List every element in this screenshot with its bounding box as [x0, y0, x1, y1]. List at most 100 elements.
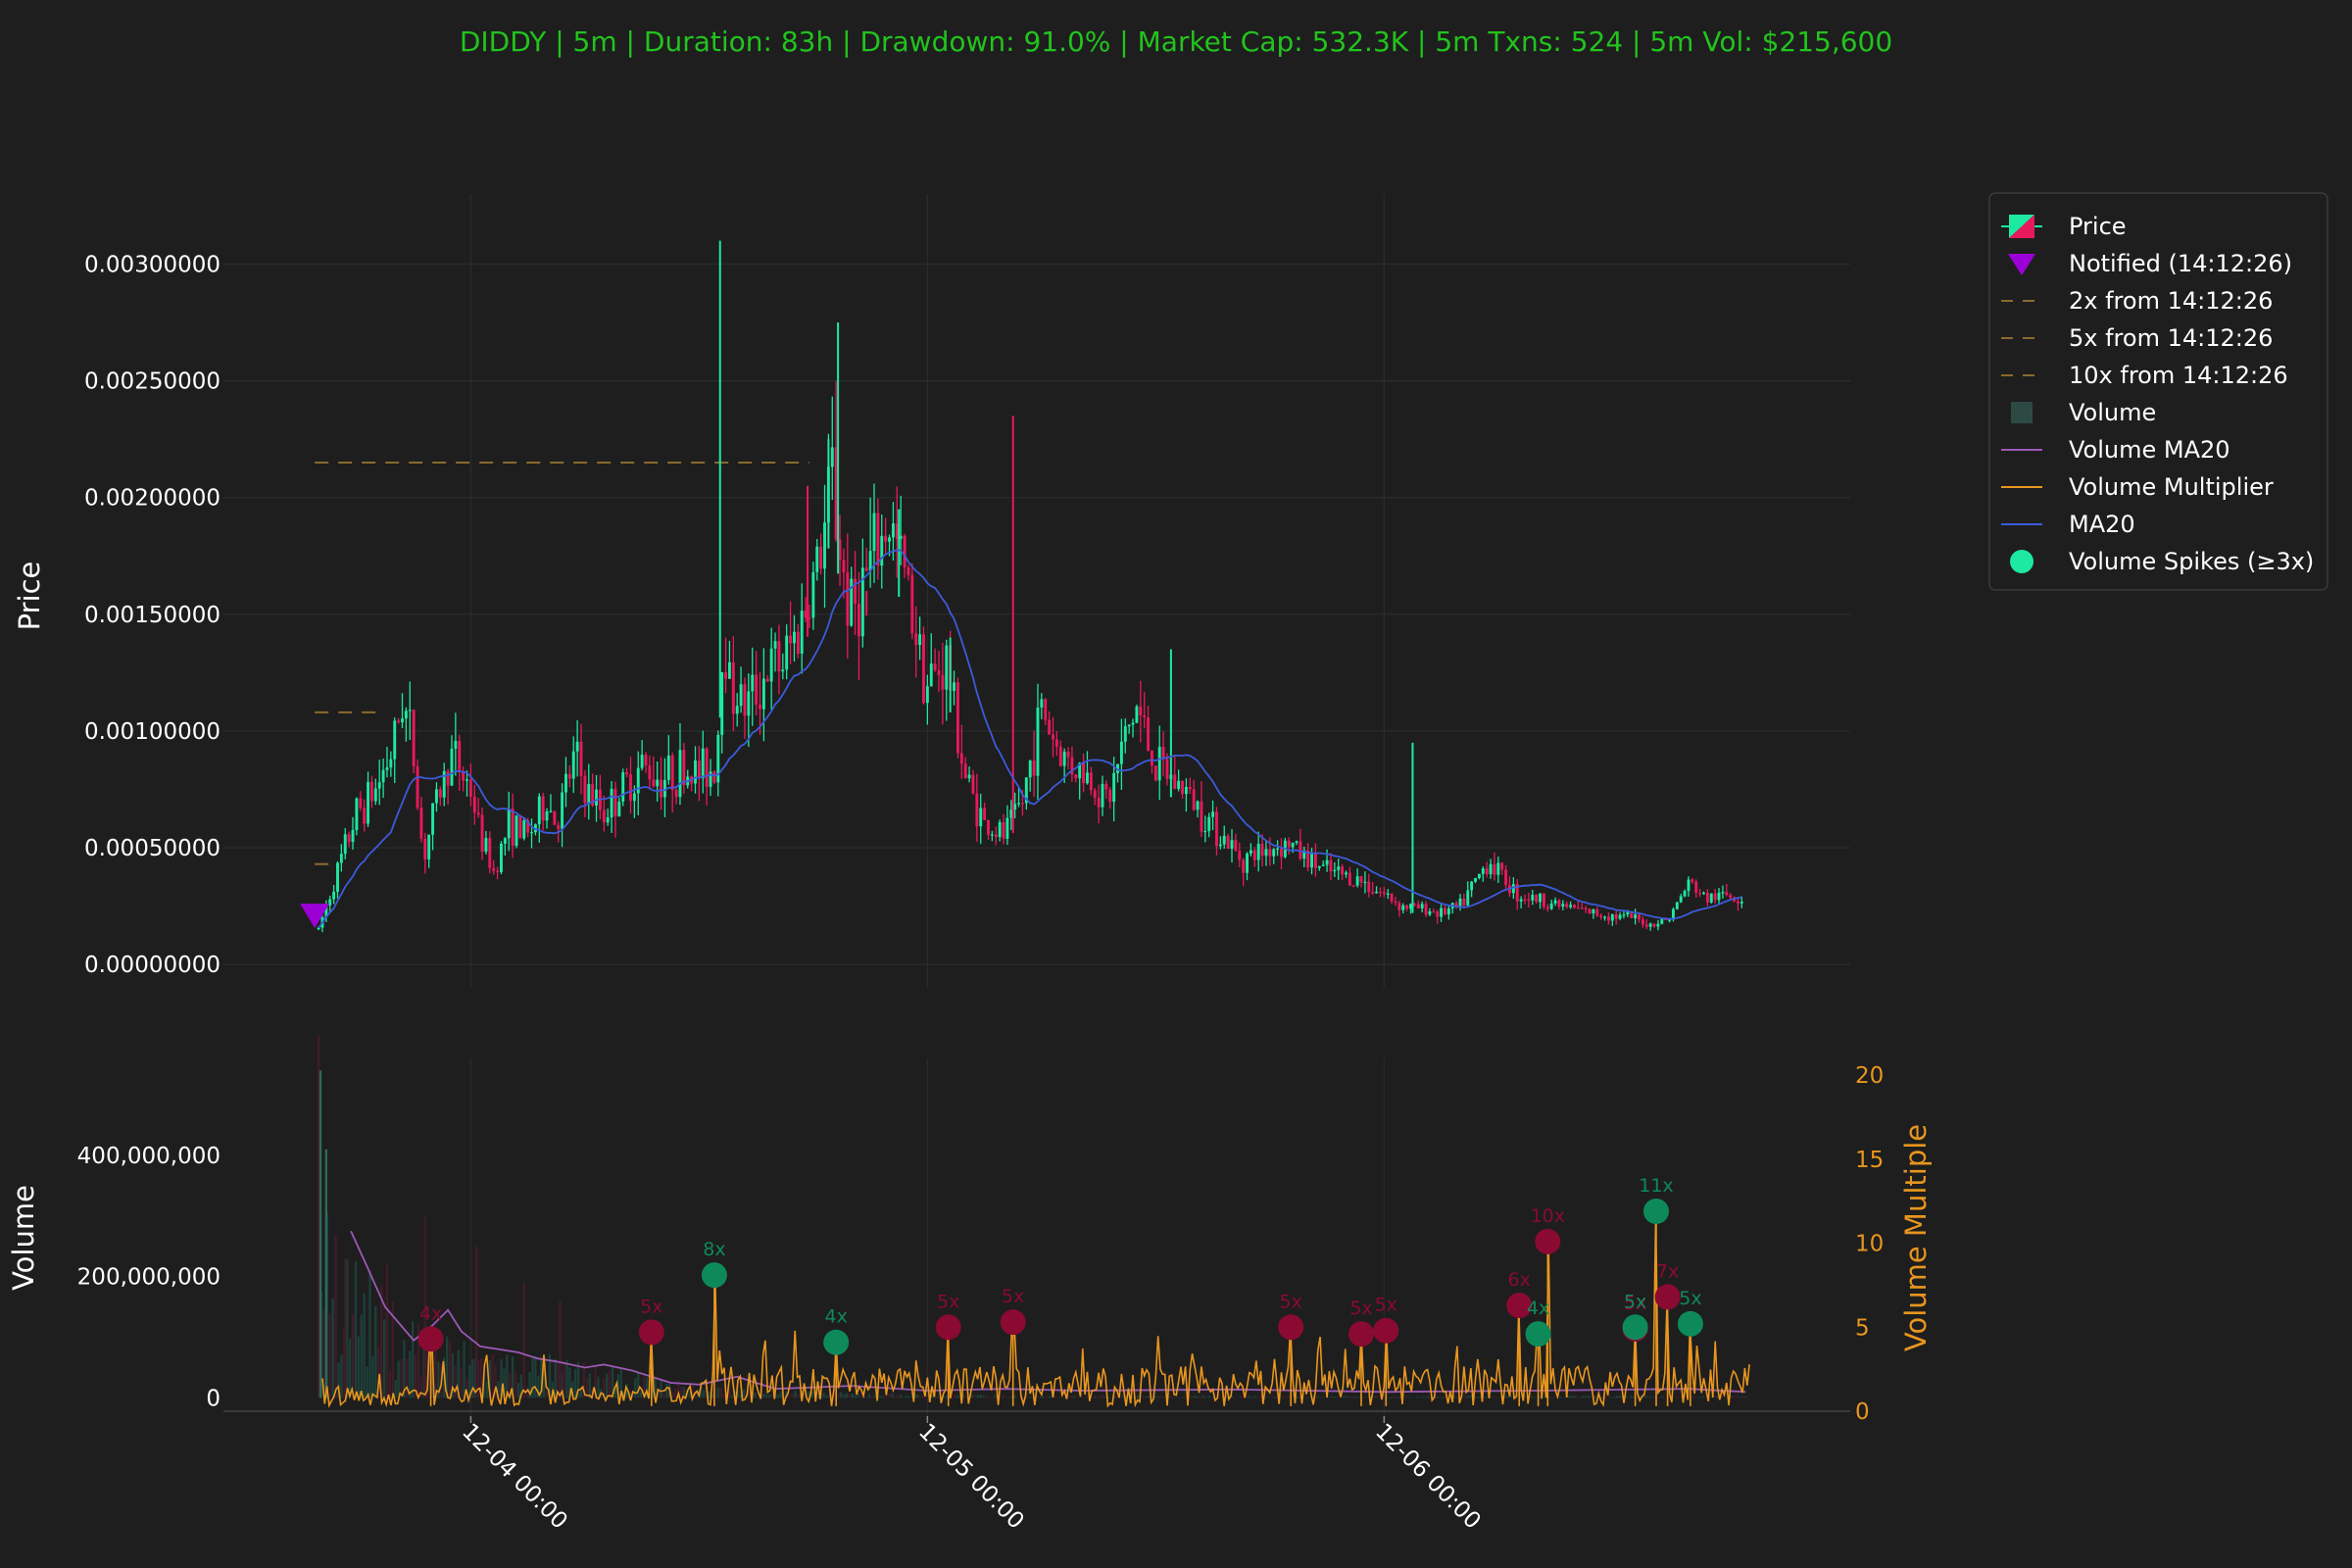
- volume-bar: [948, 1396, 951, 1398]
- candle-body: [438, 789, 442, 798]
- volume-bar: [857, 1394, 859, 1398]
- price-plot-area: [223, 194, 1850, 988]
- candle-body: [1652, 923, 1656, 927]
- volume-bar: [588, 1373, 591, 1398]
- candle-body: [476, 812, 480, 815]
- volume-bar: [1028, 1396, 1031, 1398]
- volume-spike-up: [823, 1329, 850, 1355]
- candle-body: [1310, 854, 1314, 868]
- price-y-tick: 0.00200000: [84, 486, 220, 512]
- candle-body: [1337, 866, 1341, 870]
- candle-body: [1690, 879, 1694, 882]
- candle-body: [401, 718, 404, 723]
- candle-body: [1553, 900, 1557, 904]
- candle-body: [1062, 752, 1066, 766]
- candle-body: [891, 523, 895, 538]
- volume-spike-label: 4x: [1527, 1298, 1549, 1319]
- candle-body: [377, 782, 381, 789]
- candle-body: [1527, 900, 1531, 902]
- candle-body: [808, 617, 811, 619]
- price-axis-label: Price: [13, 562, 46, 631]
- volume-bar: [1170, 1396, 1174, 1398]
- volume-bar: [1692, 1396, 1695, 1398]
- volume-bar: [1116, 1395, 1119, 1398]
- candle-body: [419, 808, 423, 839]
- volume-bar-peak: [385, 1264, 389, 1398]
- volume-bar: [1142, 1396, 1145, 1398]
- volume-bar: [1350, 1396, 1353, 1398]
- volume-bar: [379, 1285, 383, 1398]
- candle-body: [1630, 911, 1634, 919]
- candle-body: [1302, 850, 1306, 859]
- volume-bar: [1570, 1396, 1573, 1398]
- candle-body: [1702, 892, 1705, 895]
- volume-bar: [519, 1374, 523, 1398]
- candle-body: [1436, 911, 1440, 917]
- volume-bar: [1518, 1396, 1522, 1398]
- volume-bar: [1664, 1396, 1667, 1398]
- candle-body: [1351, 885, 1355, 887]
- candle-body: [868, 551, 872, 571]
- candle-body: [834, 447, 838, 540]
- candle-body: [1580, 907, 1584, 909]
- volume-bar: [1710, 1396, 1713, 1398]
- candle-body: [1535, 895, 1539, 903]
- candle-body: [423, 838, 427, 860]
- volume-spike-label: 6x: [1508, 1269, 1531, 1291]
- volume-bar: [1099, 1396, 1102, 1398]
- candle-body: [1005, 817, 1009, 839]
- candle-body: [1256, 844, 1260, 860]
- volume-bar: [419, 1376, 423, 1398]
- volume-bar: [1695, 1396, 1698, 1398]
- candle-body: [1280, 848, 1283, 858]
- volume-spike-label: 5x: [1624, 1291, 1646, 1312]
- volume-spike-down: [1654, 1284, 1681, 1310]
- volume-bar: [716, 1387, 719, 1398]
- volume-bar: [1336, 1396, 1339, 1398]
- candle-body: [1151, 750, 1153, 766]
- candle-body: [1424, 904, 1428, 915]
- volume-bar: [748, 1391, 751, 1398]
- volume-bar: [1561, 1396, 1564, 1398]
- volume-bar: [1030, 1396, 1034, 1398]
- volume-bar: [1733, 1396, 1736, 1398]
- candle-body: [925, 686, 929, 704]
- volume-bar: [1073, 1396, 1076, 1398]
- volume-bar: [451, 1353, 455, 1398]
- volume-bar: [976, 1395, 979, 1398]
- candle-body: [503, 838, 507, 844]
- volume-bar: [454, 1366, 458, 1398]
- volume-bar: [654, 1377, 657, 1398]
- candle-body: [1511, 884, 1515, 894]
- volume-bar: [582, 1361, 586, 1398]
- candle-body: [1477, 873, 1481, 879]
- volume-bar: [1159, 1396, 1162, 1398]
- volume-bar: [776, 1395, 780, 1398]
- candle-body: [621, 772, 625, 802]
- volume-bar: [1201, 1396, 1205, 1398]
- volume-bar: [710, 1394, 714, 1398]
- volume-bar: [585, 1377, 588, 1398]
- volume-spike-label: 4x: [824, 1306, 847, 1328]
- candle-body: [1200, 801, 1203, 832]
- volume-bar: [1698, 1396, 1701, 1398]
- candle-body: [514, 815, 518, 847]
- volume-bar: [662, 1393, 665, 1398]
- candle-body: [1165, 759, 1169, 779]
- volume-bar: [851, 1393, 854, 1398]
- volume-bar: [1604, 1396, 1607, 1398]
- candle-body: [739, 684, 743, 707]
- candles: [317, 240, 1743, 933]
- candle-body: [427, 834, 431, 860]
- candle-body: [994, 834, 998, 838]
- volume-bar: [400, 1358, 403, 1398]
- volume-bar: [703, 1390, 706, 1398]
- candle-body: [858, 603, 860, 637]
- volume-bar: [360, 1314, 363, 1398]
- volume-bar: [1388, 1396, 1391, 1398]
- candle-body: [1569, 905, 1573, 907]
- candle-body: [747, 691, 751, 716]
- candle-body: [1675, 902, 1679, 909]
- candle-body: [1119, 741, 1123, 764]
- volume-bar: [1744, 1396, 1747, 1398]
